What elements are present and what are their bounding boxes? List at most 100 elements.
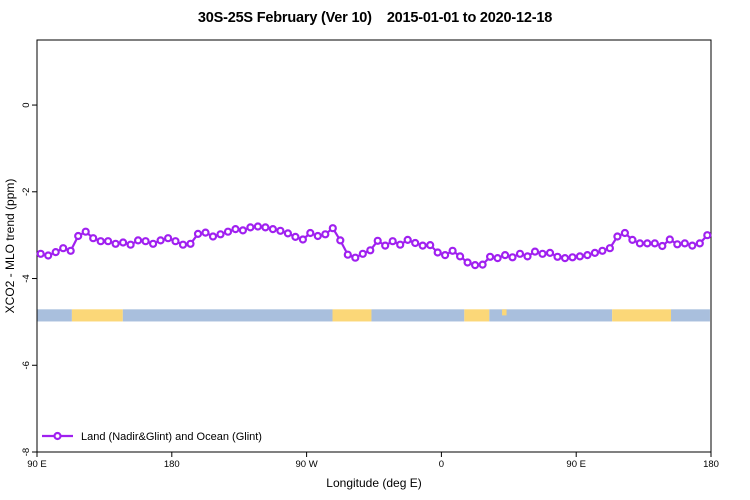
y-tick-label: -6 (21, 361, 32, 369)
data-point-marker (433, 248, 442, 257)
data-point-marker (688, 241, 697, 250)
axes: 90 E 180 90 W 0 90 E 180 0 -2 -4 -6 -8 (21, 102, 719, 470)
data-point-marker (336, 236, 345, 245)
data-point-marker (171, 237, 180, 246)
y-tick-label: -4 (21, 274, 32, 282)
data-point-marker (493, 254, 502, 263)
data-point-marker (276, 226, 285, 235)
data-point-marker (426, 241, 435, 250)
x-tick-label: 0 (439, 459, 444, 470)
data-point-marker (111, 239, 120, 248)
data-point-marker (298, 235, 307, 244)
data-point-marker (605, 244, 615, 253)
y-tick-label: -8 (21, 448, 32, 456)
y-tick-label: -2 (21, 188, 32, 196)
data-point-marker (253, 222, 262, 231)
surface-band-segment-blue (37, 309, 72, 322)
data-point-marker (388, 237, 397, 246)
data-point-marker (448, 246, 457, 255)
chart-title: 30S-25S February (Ver 10) 2015-01-01 to … (0, 10, 750, 26)
surface-band-segment-yellow (332, 309, 372, 322)
plot-area-border (36, 39, 712, 453)
data-point-marker (201, 228, 210, 237)
data-point-marker (650, 239, 659, 248)
data-point-marker (313, 231, 322, 241)
title-date-range: 2015-01-01 to 2020-12-18 (386, 10, 553, 26)
data-point-marker (66, 246, 75, 255)
data-point-marker (486, 252, 495, 261)
data-point-marker (568, 253, 577, 262)
data-point-marker (156, 236, 165, 245)
data-point-marker (231, 225, 240, 234)
data-point-marker (560, 254, 570, 263)
data-point-marker (358, 249, 367, 258)
data-point-marker (403, 235, 412, 244)
x-axis-title: Longitude (deg E) (326, 476, 421, 490)
data-point-marker (418, 241, 427, 250)
data-point-marker (471, 261, 480, 270)
data-point-marker (538, 249, 547, 258)
data-point-marker (695, 239, 704, 248)
data-point-marker (141, 237, 150, 246)
data-point-marker (658, 241, 667, 251)
surface-band-segment-yellow (612, 309, 672, 322)
data-point-marker (306, 228, 315, 238)
data-point-marker (291, 232, 300, 241)
legend: Land (Nadir&Glint) and Ocean (Glint) (42, 431, 262, 443)
x-tick-label: 90 E (27, 459, 47, 470)
data-point-marker (103, 237, 113, 246)
data-point-marker (590, 248, 600, 257)
title-region-month: 30S-25S February (Ver 10) (197, 10, 372, 26)
data-point-marker (583, 251, 592, 260)
surface-band-segment-blue (489, 309, 613, 322)
x-tick-label: 90 W (296, 459, 318, 470)
data-point-marker (381, 241, 390, 250)
data-point-marker (36, 249, 45, 258)
data-point-marker (59, 244, 68, 253)
surface-band-segment-blue (671, 309, 710, 322)
data-point-marker (613, 232, 622, 241)
data-point-marker (478, 260, 487, 269)
y-axis-title: XCO2 - MLO trend (ppm) (3, 179, 17, 314)
data-point-marker (463, 258, 472, 267)
data-point-marker (628, 235, 637, 244)
x-tick-label: 180 (164, 459, 180, 470)
data-point-marker (635, 239, 645, 248)
data-point-marker (118, 238, 128, 247)
data-point-marker (501, 251, 510, 260)
data-point-marker (246, 223, 255, 232)
data-point-marker (208, 232, 218, 241)
data-point-marker (223, 227, 233, 236)
data-point-marker (51, 248, 60, 257)
data-point-marker (149, 239, 158, 248)
data-point-marker (261, 223, 270, 232)
data-point-marker (343, 250, 352, 259)
data-point-marker (328, 224, 337, 233)
data-point-marker (411, 238, 420, 248)
data-point-marker (530, 247, 540, 256)
data-point-marker (620, 228, 630, 238)
data-point-marker (44, 251, 53, 260)
y-tick-label: 0 (21, 102, 32, 107)
surface-band-segment-yellow (464, 309, 490, 322)
surface-band-segment-yellow (502, 309, 507, 316)
data-point-marker (89, 234, 98, 243)
data-point-marker (193, 229, 203, 238)
data-point-marker (178, 240, 188, 249)
data-point-marker (81, 227, 90, 236)
data-point-marker (216, 230, 225, 239)
data-point-marker (673, 240, 682, 249)
data-point-marker (321, 230, 330, 239)
surface-band (37, 309, 710, 322)
surface-band-segment-blue (122, 309, 333, 322)
data-point-marker (351, 253, 360, 262)
data-point-marker (508, 253, 517, 262)
data-point-marker (680, 239, 689, 248)
data-point-marker (283, 229, 292, 238)
legend-label: Land (Nadir&Glint) and Ocean (Glint) (81, 431, 262, 443)
data-point-marker (373, 236, 382, 245)
data-point-marker (164, 234, 173, 243)
data-point-marker (396, 240, 405, 249)
data-point-marker (598, 246, 607, 255)
